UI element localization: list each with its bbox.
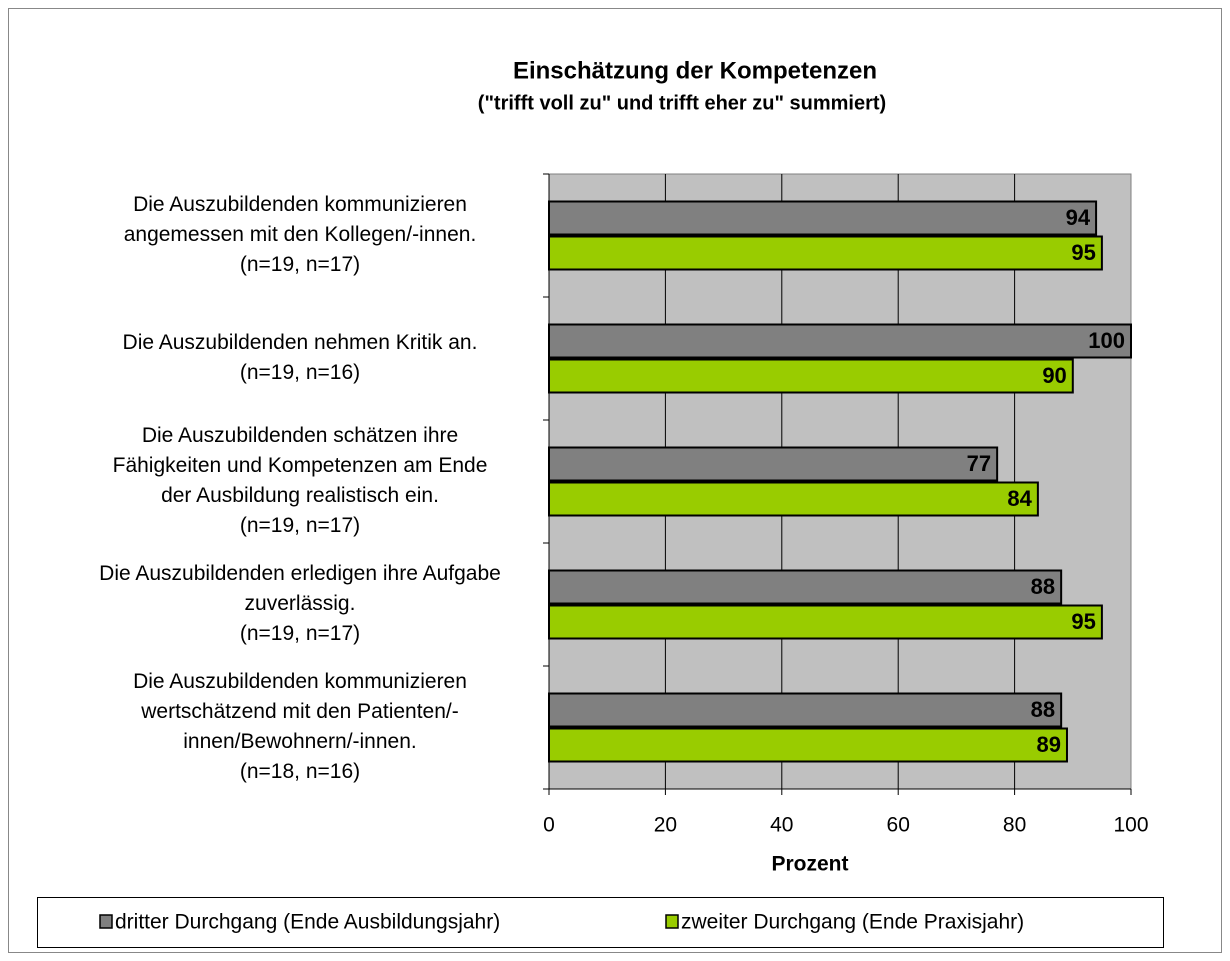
category-label: Die Auszubildenden schätzen ihre xyxy=(142,424,458,447)
x-tick-label: 40 xyxy=(770,814,793,837)
x-tick-label: 60 xyxy=(887,814,910,837)
bar xyxy=(548,200,1098,236)
category-label: (n=19, n=16) xyxy=(240,361,360,384)
category-label: der Ausbildung realistisch ein. xyxy=(161,484,439,507)
legend-label: dritter Durchgang (Ende Ausbildungsjahr) xyxy=(115,911,500,934)
x-tick-label: 0 xyxy=(543,814,555,837)
x-tick-label: 80 xyxy=(1003,814,1026,837)
value-label: 88 xyxy=(1031,574,1055,599)
category-label: (n=19, n=17) xyxy=(240,514,360,537)
legend-swatch xyxy=(99,914,113,929)
category-label: Die Auszubildenden kommunizieren xyxy=(133,670,467,693)
category-label: innen/Bewohnern/-innen. xyxy=(183,730,417,753)
value-label: 88 xyxy=(1031,697,1055,722)
category-label: angemessen mit den Kollegen/-innen. xyxy=(124,223,477,246)
category-label: (n=18, n=16) xyxy=(240,760,360,783)
category-label: wertschätzend mit den Patienten/- xyxy=(140,700,459,723)
x-tick-label: 100 xyxy=(1113,814,1148,837)
category-label: Die Auszubildenden kommunizieren xyxy=(133,193,467,216)
bar xyxy=(548,481,1039,517)
x-axis-label: Prozent xyxy=(771,853,848,876)
legend-label: zweiter Durchgang (Ende Praxisjahr) xyxy=(681,911,1024,934)
bar xyxy=(548,235,1103,271)
x-tick-label: 20 xyxy=(654,814,677,837)
value-label: 77 xyxy=(967,451,991,476)
value-label: 94 xyxy=(1066,205,1091,230)
bar xyxy=(548,692,1063,728)
value-label: 90 xyxy=(1042,363,1066,388)
bar xyxy=(548,604,1103,640)
chart-subtitle: ("trifft voll zu" und trifft eher zu" su… xyxy=(478,92,886,114)
category-label: (n=19, n=17) xyxy=(240,253,360,276)
chart-title: Einschätzung der Kompetenzen xyxy=(513,57,877,84)
bar xyxy=(548,727,1068,763)
value-label: 95 xyxy=(1071,609,1095,634)
category-label: Die Auszubildenden nehmen Kritik an. xyxy=(123,331,478,354)
category-label: zuverlässig. xyxy=(245,592,356,615)
category-label: (n=19, n=17) xyxy=(240,622,360,645)
bar xyxy=(548,569,1063,605)
bar xyxy=(548,446,999,482)
value-label: 100 xyxy=(1088,328,1125,353)
value-label: 84 xyxy=(1007,486,1032,511)
category-label: Fähigkeiten und Kompetenzen am Ende xyxy=(113,454,488,477)
value-label: 89 xyxy=(1036,732,1060,757)
bar xyxy=(548,358,1074,394)
legend-swatch xyxy=(665,914,679,929)
value-label: 95 xyxy=(1071,240,1095,265)
legend xyxy=(37,897,1164,948)
bar xyxy=(548,323,1132,359)
category-label: Die Auszubildenden erledigen ihre Aufgab… xyxy=(99,562,501,585)
